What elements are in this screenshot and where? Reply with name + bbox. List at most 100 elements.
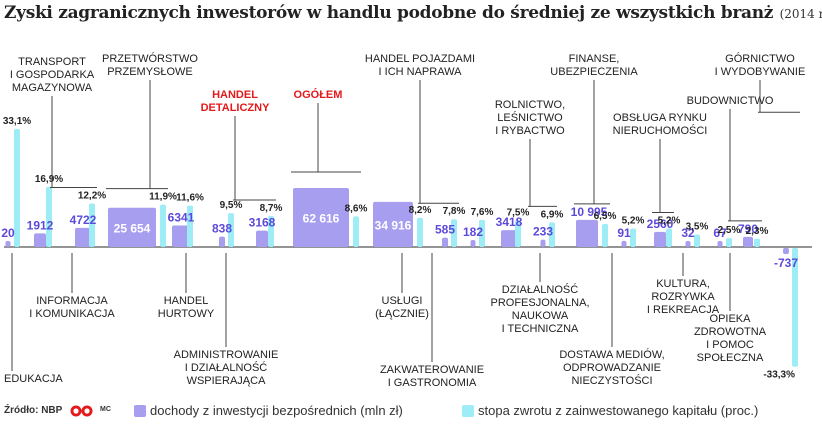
rate-label-2: 12,2% <box>78 191 106 202</box>
category-label-line: WSPIERAJĄCA <box>187 375 267 387</box>
rate-bar-17 <box>726 238 732 247</box>
category-label-line: I GASTRONOMIA <box>388 377 477 389</box>
income-label-1: 1912 <box>27 218 54 232</box>
rate-bar-7 <box>353 216 359 247</box>
rate-label-14: 5,2% <box>622 215 645 226</box>
category-label-line: I ICH NAPRAWA <box>379 66 463 78</box>
legend-label-return: stopa zwrotu z zainwestowanego kapitału … <box>478 403 759 418</box>
category-label-line: ZDROWOTNA <box>694 326 767 338</box>
legend-label-income: dochody z inwestycji bezpośrednich (mln … <box>150 403 403 418</box>
income-label-9: 585 <box>435 223 455 237</box>
category-label-16: KULTURA, ROZRYWKA I REKREACJA <box>647 278 720 316</box>
income-label-11: 3418 <box>496 215 523 229</box>
income-bar-12 <box>540 239 546 247</box>
rate-bar-0 <box>14 129 20 247</box>
rate-label-0: 33,1% <box>3 116 31 127</box>
category-label-line: TRANSPORT <box>18 56 86 68</box>
category-label-9: HANDEL POJAZDAMI I ICH NAPRAWA <box>365 53 475 78</box>
rate-bar-6 <box>268 215 274 247</box>
income-label-5: 838 <box>212 222 232 236</box>
category-label-line: I RYBACTWO <box>495 125 565 137</box>
rate-label-12: 6,9% <box>541 209 564 220</box>
category-label-line: I DZIAŁALNOŚĆ <box>185 361 268 374</box>
rate-bar-14 <box>630 228 636 247</box>
category-label-line: KULTURA, <box>656 278 710 290</box>
rate-label-18: 2,3% <box>746 226 769 237</box>
rate-label-9: 7,8% <box>443 206 466 217</box>
category-label-line: NIERUCHOMOŚCI <box>613 124 708 137</box>
rate-bar-4 <box>187 205 193 247</box>
category-label-line: INFORMACJA <box>36 295 108 307</box>
category-label-line: HANDEL <box>164 295 209 307</box>
category-label-line: PRZEMYSŁOWE <box>107 66 193 78</box>
income-bar-18 <box>743 236 753 247</box>
category-label-line: LEŚNICTWO <box>497 111 563 124</box>
category-label-line: DOSTAWA MEDIÓW, <box>559 348 664 361</box>
category-label-line: ROZRYWKA <box>651 291 715 303</box>
rate-label-10: 7,6% <box>471 207 494 218</box>
category-label-line: DETALICZNY <box>201 102 271 114</box>
category-label-15: OBSŁUGA RYNKU NIERUCHOMOŚCI <box>613 112 708 137</box>
rate-label-7: 8,6% <box>345 203 368 214</box>
category-label-line: ADMINISTROWANIE <box>174 349 279 361</box>
rate-bar-10 <box>479 219 485 247</box>
income-label-14: 91 <box>617 226 631 240</box>
income-label-6: 3168 <box>249 216 276 230</box>
income-label-4: 6341 <box>168 210 195 224</box>
rate-bar-18 <box>754 238 760 247</box>
chart-title: Zyski zagranicznych inwestorów w handlu … <box>4 3 822 23</box>
category-label-14: DOSTAWA MEDIÓW, ODPROWADZANIE NIECZYSTOŚCI <box>559 348 664 387</box>
category-label-line: BUDOWNICTWO <box>687 95 774 107</box>
category-label-line: USŁUGI <box>382 295 423 307</box>
category-label-line: NIECZYSTOŚCI <box>571 374 652 387</box>
category-label-12: ROLNICTWO, LEŚNICTWO I RYBACTWO <box>495 99 565 137</box>
category-label-line: ODPROWADZANIE <box>563 362 661 374</box>
chart-title-year: (2014 r.) <box>779 7 822 21</box>
income-label-16: 32 <box>681 226 695 240</box>
rate-label-1: 16,9% <box>35 174 63 185</box>
publisher-logo-text: MC <box>100 406 111 413</box>
rate-label-19: -33,3% <box>763 370 795 381</box>
rate-bar-19 <box>792 248 798 367</box>
income-label-12: 233 <box>533 225 553 239</box>
category-label-line: I REKREACJA <box>647 304 720 316</box>
category-label-line: I POMOC <box>706 339 754 351</box>
rate-bar-3 <box>160 204 166 247</box>
category-label-line: I WYDOBYWANIE <box>715 66 806 78</box>
income-bar-1 <box>34 233 46 247</box>
rate-bar-9 <box>451 219 457 247</box>
income-bar-19 <box>783 248 789 254</box>
income-bar-11 <box>501 230 517 247</box>
income-bar-4 <box>172 225 190 247</box>
category-label-7: OGÓŁEM <box>294 88 343 101</box>
category-label-19: GÓRNICTWO I WYDOBYWANIE <box>715 52 806 78</box>
income-label-13: 10 995 <box>571 205 608 219</box>
category-label-4: HANDEL HURTOWY <box>158 295 215 320</box>
category-label-line: PROFESJONALNA, <box>490 297 589 309</box>
income-bar-17 <box>717 241 723 247</box>
income-label-0: 20 <box>1 226 15 240</box>
income-bar-2 <box>75 227 91 247</box>
income-label-7: 62 616 <box>303 211 340 225</box>
publisher-logo-icon <box>70 405 93 417</box>
category-label-line: MAGAZYNOWA <box>12 82 93 94</box>
rate-label-4: 11,6% <box>176 193 204 204</box>
category-label-line: FINANSE, <box>569 53 620 65</box>
income-bar-9 <box>442 237 448 247</box>
bar-chart: 20 33,1% EDUKACJA 1912 16,9% INFORMACJA I KOMU… <box>1 52 812 389</box>
category-label-line: HANDEL <box>212 89 258 101</box>
category-label-line: EDUKACJA <box>4 373 63 385</box>
category-label-line: OPIEKA <box>710 313 752 325</box>
income-bar-14 <box>621 240 627 247</box>
income-label-3: 25 654 <box>114 221 151 235</box>
income-bar-16 <box>685 241 691 247</box>
rate-label-6: 8,7% <box>260 203 283 214</box>
income-label-10: 182 <box>463 225 483 239</box>
category-label-line: I TECHNICZNA <box>502 323 579 335</box>
income-label-8: 34 916 <box>375 218 412 232</box>
rate-label-15: 5,2% <box>658 215 681 226</box>
rate-bar-8 <box>417 217 423 247</box>
rate-bar-16 <box>694 234 700 247</box>
income-label-19: -737 <box>774 256 798 270</box>
category-label-11: DZIAŁALNOŚĆ PROFESJONALNA, NAUKOWA I TECHNI… <box>490 283 589 335</box>
